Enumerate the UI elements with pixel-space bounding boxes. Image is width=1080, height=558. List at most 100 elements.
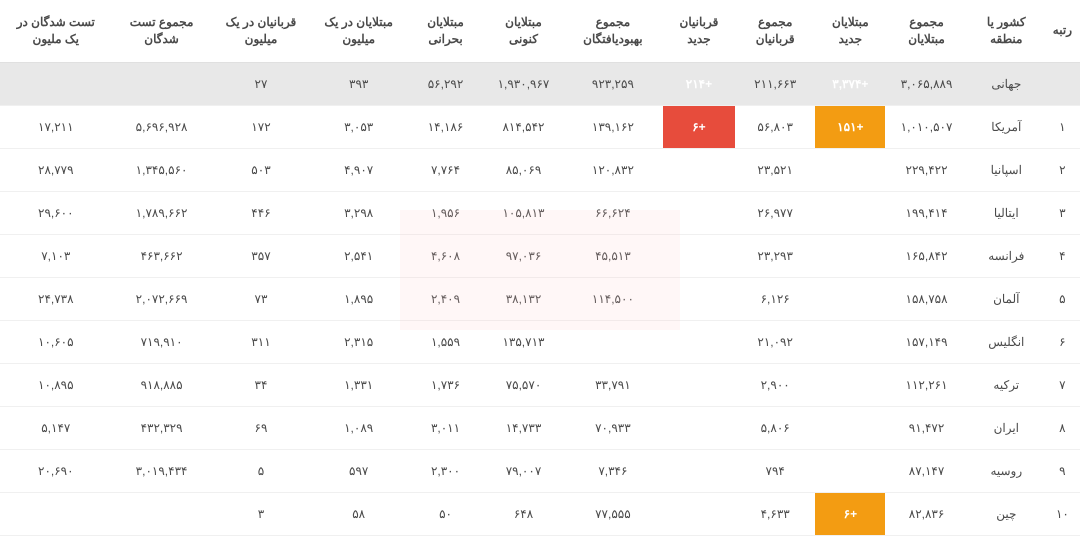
table-header: رتبهکشور یا منطقهمجموع مبتلایانمبتلایان … — [0, 0, 1080, 62]
cell-critical: ۲,۳۰۰ — [407, 449, 484, 492]
cell-country: ایتالیا — [968, 191, 1045, 234]
cell-deaths_per_m: ۴۴۶ — [212, 191, 311, 234]
cell-tests — [112, 492, 212, 535]
cell-new_deaths: +۲۱۴ — [663, 62, 735, 105]
cell-tests: ۳,۰۱۹,۴۳۴ — [112, 449, 212, 492]
cell-deaths_per_m: ۱۷۲ — [212, 105, 311, 148]
cell-country: روسیه — [968, 449, 1045, 492]
col-header-5: قربانیان جدید — [663, 0, 735, 62]
cell-total_deaths: ۲۳,۵۲۱ — [735, 148, 815, 191]
cell-total_cases: ۱۹۹,۴۱۴ — [885, 191, 967, 234]
cell-critical: ۱۴,۱۸۶ — [407, 105, 484, 148]
table-row: ۸ایران۹۱,۴۷۲۵,۸۰۶۷۰,۹۳۳۱۴,۷۳۳۳,۰۱۱۱,۰۸۹۶… — [0, 406, 1080, 449]
cell-country: انگلیس — [968, 320, 1045, 363]
table-row: ۳ایتالیا۱۹۹,۴۱۴۲۶,۹۷۷۶۶,۶۲۴۱۰۵,۸۱۳۱,۹۵۶۳… — [0, 191, 1080, 234]
cell-active: ۷۹,۰۰۷ — [484, 449, 563, 492]
cell-critical: ۴,۶۰۸ — [407, 234, 484, 277]
col-header-1: کشور یا منطقه — [968, 0, 1045, 62]
cell-new_deaths — [663, 320, 735, 363]
cell-rank: ۲ — [1045, 148, 1080, 191]
table-row: ۵آلمان۱۵۸,۷۵۸۶,۱۲۶۱۱۴,۵۰۰۳۸,۱۳۲۲,۴۰۹۱,۸۹… — [0, 277, 1080, 320]
cell-tests_per_m — [0, 492, 112, 535]
cell-tests_per_m: ۲۹,۶۰۰ — [0, 191, 112, 234]
cell-new_cases — [815, 191, 885, 234]
cell-recovered — [563, 320, 663, 363]
cell-country: آلمان — [968, 277, 1045, 320]
cell-active: ۹۷,۰۳۶ — [484, 234, 563, 277]
cell-deaths_per_m: ۷۳ — [212, 277, 311, 320]
cell-active: ۱,۹۳۰,۹۶۷ — [484, 62, 563, 105]
cell-total_cases: ۲۲۹,۴۲۲ — [885, 148, 967, 191]
cell-country: جهانی — [968, 62, 1045, 105]
cell-new_deaths — [663, 363, 735, 406]
cell-new_deaths — [663, 277, 735, 320]
cell-tests: ۷۱۹,۹۱۰ — [112, 320, 212, 363]
cell-deaths_per_m: ۲۷ — [212, 62, 311, 105]
col-header-7: مبتلایان کنونی — [484, 0, 563, 62]
cell-total_deaths: ۵۶,۸۰۳ — [735, 105, 815, 148]
cell-tests_per_m: ۱۷,۲۱۱ — [0, 105, 112, 148]
cell-tests: ۱,۳۴۵,۵۶۰ — [112, 148, 212, 191]
cell-total_deaths: ۴,۶۳۳ — [735, 492, 815, 535]
cell-recovered: ۷۰,۹۳۳ — [563, 406, 663, 449]
col-header-3: مبتلایان جدید — [815, 0, 885, 62]
cell-total_deaths: ۲۳,۲۹۳ — [735, 234, 815, 277]
col-header-6: مجموع بهبودیافتگان — [563, 0, 663, 62]
cell-rank: ۱ — [1045, 105, 1080, 148]
cell-cases_per_m: ۴,۹۰۷ — [310, 148, 407, 191]
table-row: ۲اسپانیا۲۲۹,۴۲۲۲۳,۵۲۱۱۲۰,۸۳۲۸۵,۰۶۹۷,۷۶۴۴… — [0, 148, 1080, 191]
cell-deaths_per_m: ۳۱۱ — [212, 320, 311, 363]
cell-country: اسپانیا — [968, 148, 1045, 191]
cell-deaths_per_m: ۵۰۳ — [212, 148, 311, 191]
cell-critical: ۲,۴۰۹ — [407, 277, 484, 320]
cell-tests: ۵,۶۹۶,۹۲۸ — [112, 105, 212, 148]
table-row: ۱آمریکا۱,۰۱۰,۵۰۷+۱۵۱۵۶,۸۰۳+۶۱۳۹,۱۶۲۸۱۴,۵… — [0, 105, 1080, 148]
cell-deaths_per_m: ۳۴ — [212, 363, 311, 406]
cell-new_deaths — [663, 449, 735, 492]
cell-tests: ۴۳۲,۳۲۹ — [112, 406, 212, 449]
cell-recovered: ۱۱۴,۵۰۰ — [563, 277, 663, 320]
cell-total_deaths: ۲۱,۰۹۲ — [735, 320, 815, 363]
cell-total_cases: ۳,۰۶۵,۸۸۹ — [885, 62, 967, 105]
cell-rank: ۸ — [1045, 406, 1080, 449]
cell-rank: ۴ — [1045, 234, 1080, 277]
cell-recovered: ۱۳۹,۱۶۲ — [563, 105, 663, 148]
cell-total_deaths: ۲۱۱,۶۶۳ — [735, 62, 815, 105]
cell-active: ۳۸,۱۳۲ — [484, 277, 563, 320]
cell-active: ۱۳۵,۷۱۳ — [484, 320, 563, 363]
cell-cases_per_m: ۱,۸۹۵ — [310, 277, 407, 320]
table-row: جهانی۳,۰۶۵,۸۸۹+۳,۳۷۴۲۱۱,۶۶۳+۲۱۴۹۲۳,۲۵۹۱,… — [0, 62, 1080, 105]
cell-new_cases — [815, 449, 885, 492]
cell-total_deaths: ۵,۸۰۶ — [735, 406, 815, 449]
cell-country: ترکیه — [968, 363, 1045, 406]
cell-country: فرانسه — [968, 234, 1045, 277]
cell-total_cases: ۱۵۷,۱۴۹ — [885, 320, 967, 363]
cell-cases_per_m: ۳,۰۵۳ — [310, 105, 407, 148]
cell-total_deaths: ۶,۱۲۶ — [735, 277, 815, 320]
cell-active: ۸۵,۰۶۹ — [484, 148, 563, 191]
cell-rank: ۱۰ — [1045, 492, 1080, 535]
cell-cases_per_m: ۲,۳۱۵ — [310, 320, 407, 363]
cell-total_deaths: ۲۶,۹۷۷ — [735, 191, 815, 234]
cell-rank: ۳ — [1045, 191, 1080, 234]
cell-tests_per_m: ۲۴,۷۳۸ — [0, 277, 112, 320]
table-row: ۱۰چین۸۲,۸۳۶+۶۴,۶۳۳۷۷,۵۵۵۶۴۸۵۰۵۸۳ — [0, 492, 1080, 535]
table-body: جهانی۳,۰۶۵,۸۸۹+۳,۳۷۴۲۱۱,۶۶۳+۲۱۴۹۲۳,۲۵۹۱,… — [0, 62, 1080, 535]
col-header-12: تست شدگان در یک ملیون — [0, 0, 112, 62]
table-row: ۴فرانسه۱۶۵,۸۴۲۲۳,۲۹۳۴۵,۵۱۳۹۷,۰۳۶۴,۶۰۸۲,۵… — [0, 234, 1080, 277]
cell-recovered: ۳۳,۷۹۱ — [563, 363, 663, 406]
table-row: ۷ترکیه۱۱۲,۲۶۱۲,۹۰۰۳۳,۷۹۱۷۵,۵۷۰۱,۷۳۶۱,۳۳۱… — [0, 363, 1080, 406]
cell-country: آمریکا — [968, 105, 1045, 148]
cell-recovered: ۷,۳۴۶ — [563, 449, 663, 492]
col-header-4: مجموع قربانیان — [735, 0, 815, 62]
cell-deaths_per_m: ۳ — [212, 492, 311, 535]
cell-total_deaths: ۷۹۴ — [735, 449, 815, 492]
cell-new_deaths — [663, 492, 735, 535]
cell-recovered: ۶۶,۶۲۴ — [563, 191, 663, 234]
cell-new_cases: +۶ — [815, 492, 885, 535]
cell-new_cases — [815, 320, 885, 363]
cell-cases_per_m: ۱,۳۳۱ — [310, 363, 407, 406]
cell-tests_per_m: ۱۰,۶۰۵ — [0, 320, 112, 363]
cell-country: چین — [968, 492, 1045, 535]
cell-cases_per_m: ۲,۵۴۱ — [310, 234, 407, 277]
